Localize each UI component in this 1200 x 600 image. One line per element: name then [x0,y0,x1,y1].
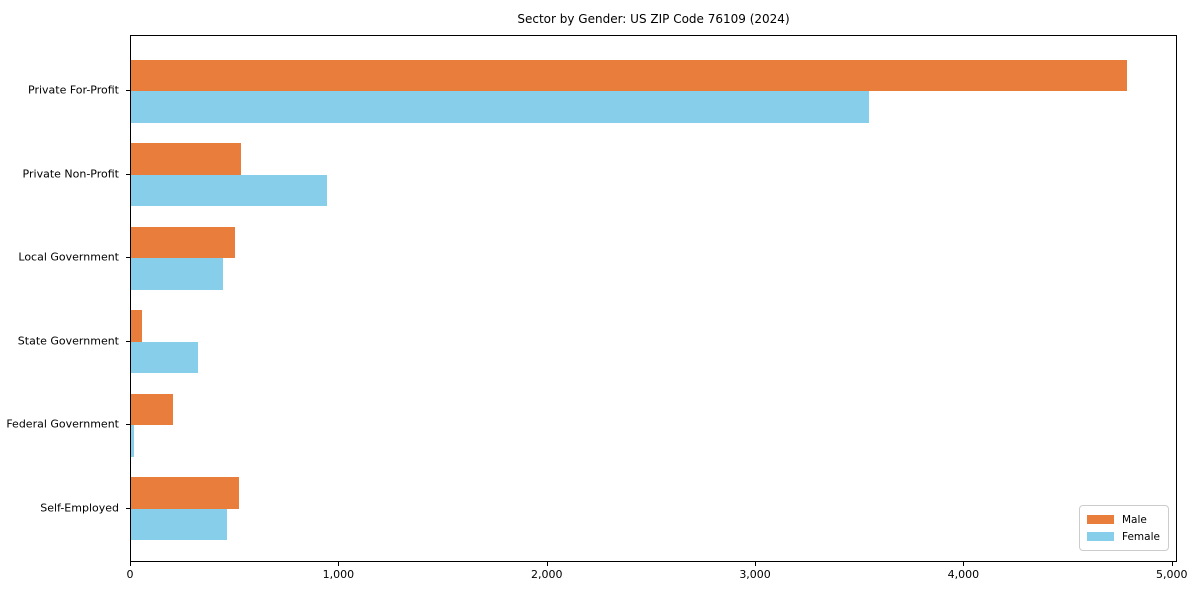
x-tick-label: 5,000 [1156,568,1188,581]
x-tick-mark [1171,562,1173,566]
plot-area: Male Female [130,35,1177,562]
legend-item-female: Female [1087,528,1161,545]
legend-label-female: Female [1122,530,1160,543]
chart-title: Sector by Gender: US ZIP Code 76109 (202… [517,12,790,26]
bar-male-4 [131,393,173,425]
bar-male-2 [131,226,236,258]
x-tick-mark [130,562,131,566]
bar-female-0 [131,91,869,123]
bar-male-1 [131,143,242,175]
x-tick-mark [546,562,548,566]
y-tick-mark [126,257,130,258]
y-tick-mark [126,173,130,175]
y-category-label: Private For-Profit [28,83,119,97]
x-tick-label: 2,000 [530,568,563,581]
x-tick-label: 1,000 [322,568,355,581]
legend-label-male: Male [1122,513,1147,526]
bar-male-5 [131,477,240,509]
x-tick-mark [338,562,340,566]
y-category-label: Private Non-Profit [22,167,119,180]
y-tick-mark [126,507,130,509]
x-tick-mark [755,562,757,566]
legend: Male Female [1079,505,1169,551]
y-category-label: State Government [17,334,119,347]
legend-item-male: Male [1087,511,1161,528]
y-tick-mark [126,90,130,91]
bar-female-1 [131,174,327,206]
x-tick-mark [963,562,965,566]
bar-female-4 [131,425,135,457]
female-series-swatch-icon [1087,532,1114,541]
x-tick-label: 0 [126,568,134,581]
x-tick-label: 4,000 [947,568,980,581]
bar-female-5 [131,508,227,540]
bar-female-3 [131,341,198,373]
y-tick-mark [126,424,130,425]
bar-male-3 [131,310,143,342]
y-category-label: Local Government [18,250,119,264]
y-tick-mark [126,340,130,342]
bar-male-0 [131,59,1127,91]
bar-female-2 [131,258,223,290]
x-tick-label: 3,000 [739,568,771,581]
y-category-label: Self-Employed [40,501,119,514]
male-series-swatch-icon [1087,515,1114,524]
y-category-label: Federal Government [6,417,119,431]
